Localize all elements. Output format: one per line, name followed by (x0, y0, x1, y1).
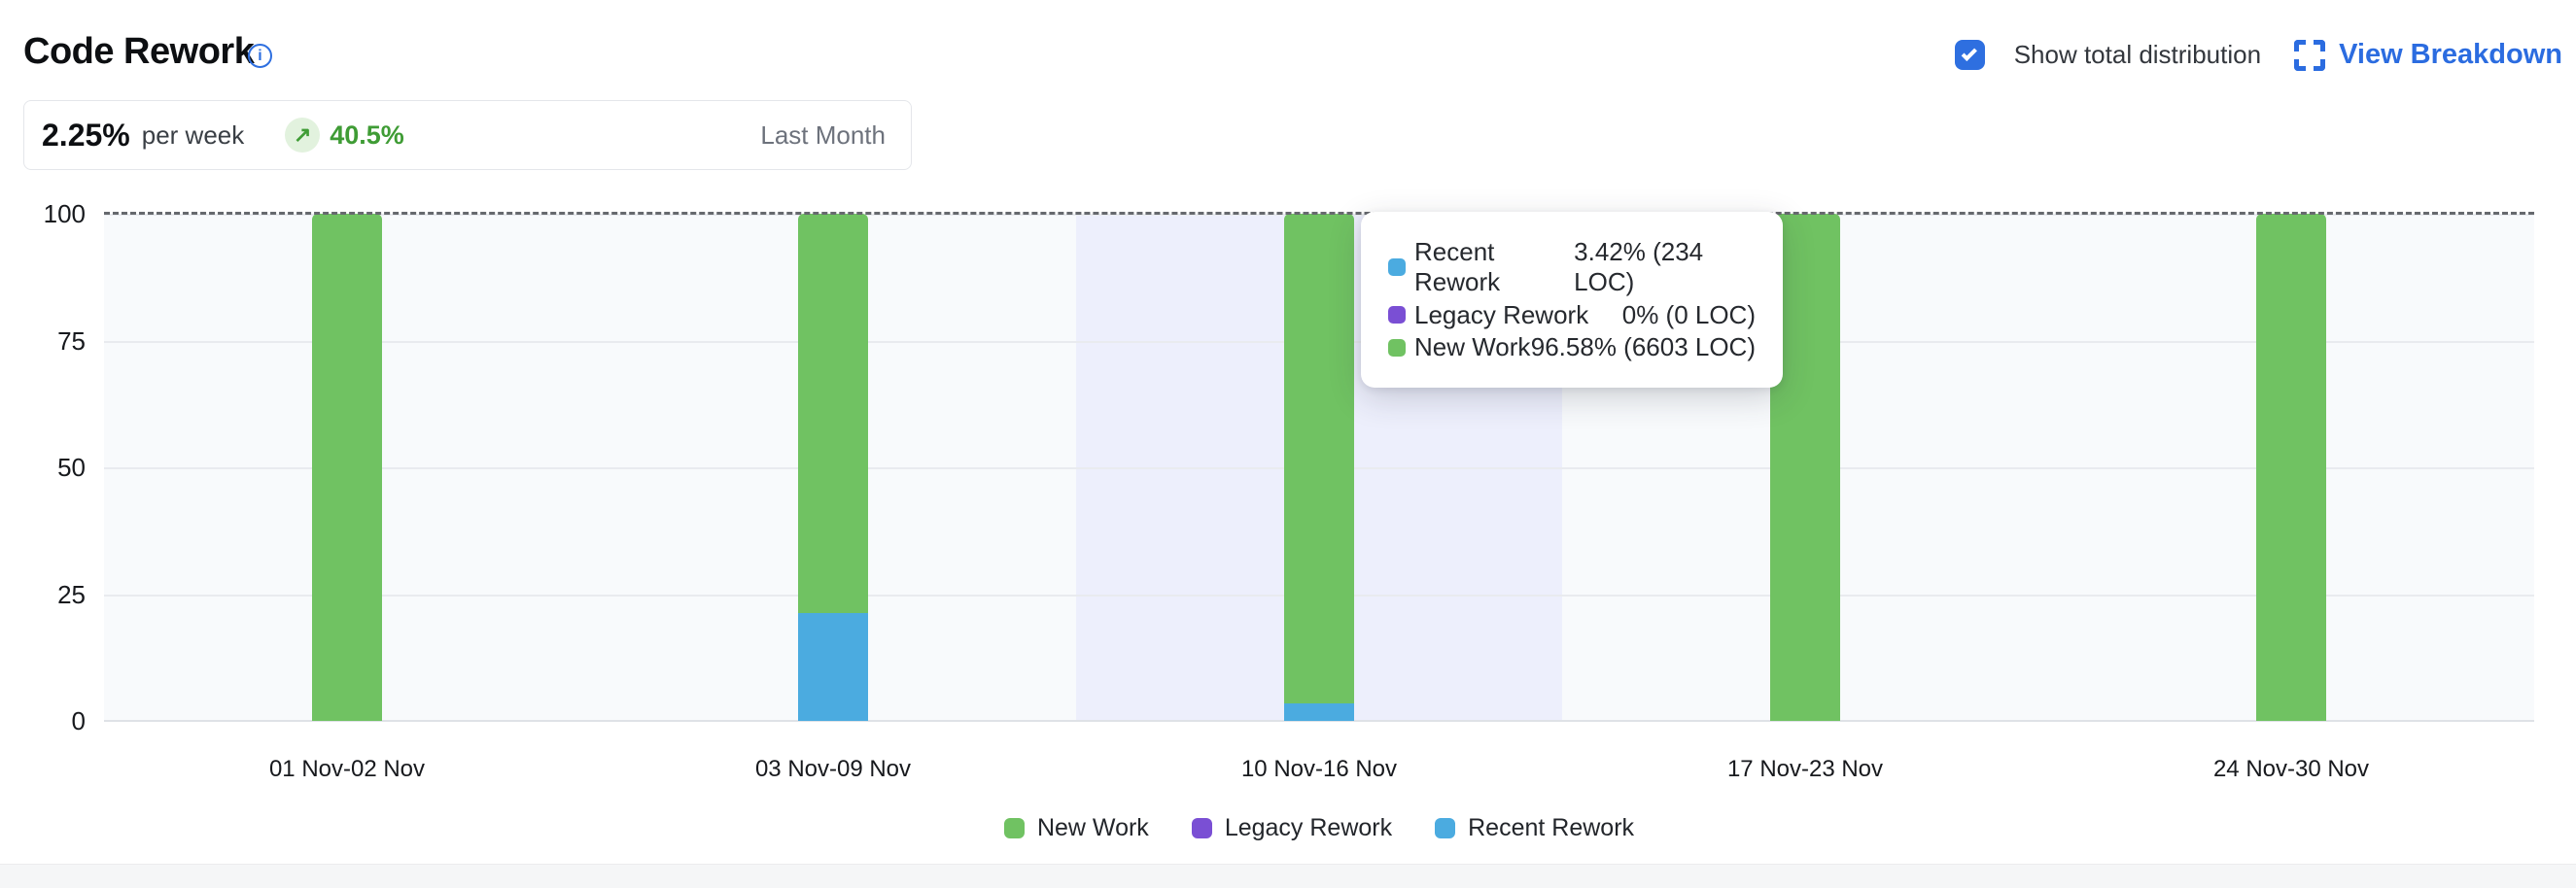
stacked-bar-plot-area (104, 212, 2534, 722)
legend-label: New Work (1036, 814, 1149, 841)
chart-legend: New Work Legacy Rework Recent Rework (104, 814, 2534, 842)
x-tick-label: 10 Nov-16 Nov (1240, 756, 1398, 782)
y-tick-label-50: 50 (57, 453, 86, 482)
chart-tooltip: Recent Rework 3.42% (234 LOC) Legacy Rewor… (1361, 212, 1783, 388)
tooltip-row: Legacy Rework 0% (0 LOC) (1388, 300, 1756, 330)
y-tick-label-75: 75 (57, 325, 86, 356)
show-total-distribution-label: Show total distribution (2013, 40, 2262, 69)
legend-item-recent-rework[interactable]: Recent Rework (1435, 814, 1634, 842)
view-breakdown-label: View Breakdown (2339, 39, 2562, 70)
tooltip-series-dot-icon (1388, 306, 1406, 324)
x-tick-label: 17 Nov-23 Nov (1726, 756, 1884, 782)
legend-swatch-icon (1003, 818, 1025, 838)
trend-up-icon: ↗ (285, 118, 321, 153)
y-tick-label-0: 0 (71, 706, 86, 735)
bar-segment-recent-rework-03Nov-09Nov[interactable] (798, 612, 868, 721)
tooltip-row: Recent Rework 3.42% (234 LOC) (1388, 237, 1756, 297)
x-tick-label: 24 Nov-30 Nov (2212, 756, 2370, 782)
rework-rate-unit: per week (141, 120, 245, 150)
tooltip-series-dot-icon (1388, 258, 1406, 276)
tooltip-series-value: 96.58% (6603 LOC) (1530, 332, 1756, 361)
bar-segment-new-work-24Nov-30Nov[interactable] (2256, 214, 2326, 721)
tooltip-series-value: 3.42% (234 LOC) (1574, 237, 1704, 296)
tooltip-row: New Work 96.58% (6603 LOC) (1388, 332, 1756, 362)
view-breakdown-button[interactable]: View Breakdown (2294, 39, 2562, 71)
tooltip-series-dot-icon (1388, 338, 1406, 357)
y-tick-label-25: 25 (57, 579, 86, 609)
header-controls: Show total distribution View Breakdown (1954, 39, 2562, 71)
legend-swatch-icon (1435, 818, 1456, 838)
rework-rate-value: 2.25% (42, 117, 130, 153)
page-title: Code Rework (23, 31, 255, 72)
bar-segment-new-work-01Nov-02Nov[interactable] (312, 214, 382, 721)
rework-rate-card[interactable]: 2.25% per week ↗ 40.5% Last Month (23, 100, 912, 170)
tooltip-series-label: Legacy Rework (1414, 299, 1589, 329)
x-tick-label: 01 Nov-02 Nov (268, 756, 426, 782)
bar-segment-recent-rework-10Nov-16Nov[interactable] (1284, 703, 1354, 721)
legend-item-new-work[interactable]: New Work (1003, 814, 1149, 842)
checkmark-icon (1961, 45, 1977, 61)
legend-label: Recent Rework (1468, 814, 1635, 841)
legend-label: Legacy Rework (1224, 814, 1393, 841)
expand-icon (2294, 39, 2326, 71)
legend-swatch-icon (1191, 818, 1212, 838)
total-distribution-dashed-line (104, 212, 2534, 215)
y-tick-label-100: 100 (43, 199, 86, 228)
tooltip-series-label: Recent Rework (1414, 237, 1501, 296)
legend-item-legacy-rework[interactable]: Legacy Rework (1191, 814, 1393, 842)
show-total-distribution-toggle[interactable]: Show total distribution (1954, 40, 2262, 70)
rework-period: Last Month (760, 120, 886, 150)
tooltip-series-label: New Work (1414, 332, 1531, 361)
bar-segment-new-work-10Nov-16Nov[interactable] (1284, 214, 1354, 704)
info-icon[interactable]: i (248, 44, 272, 68)
rework-delta: 40.5% (330, 120, 404, 150)
bar-segment-new-work-03Nov-09Nov[interactable] (798, 214, 868, 613)
x-axis-line (104, 720, 2534, 722)
section-divider (0, 864, 2576, 888)
tooltip-series-value: 0% (0 LOC) (1621, 299, 1756, 329)
x-tick-label: 03 Nov-09 Nov (754, 756, 912, 782)
checkbox-checked-icon[interactable] (1954, 40, 1985, 70)
